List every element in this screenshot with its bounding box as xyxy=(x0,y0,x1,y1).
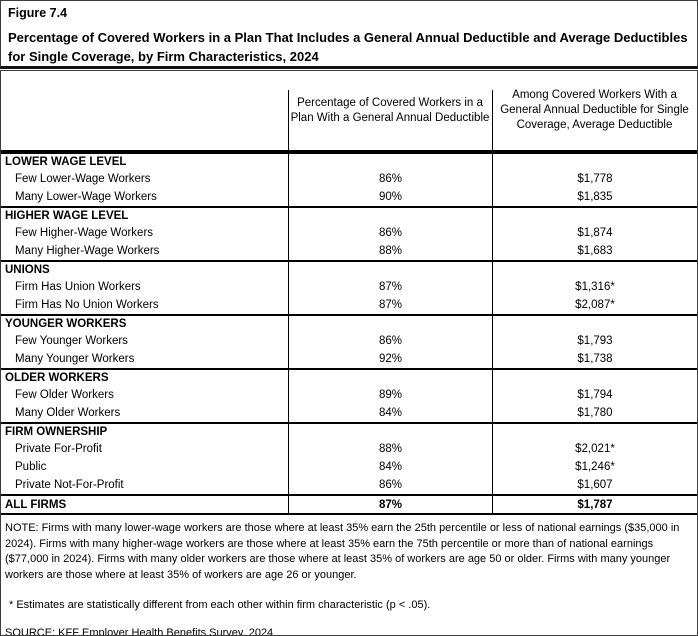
pct-cell: 87% xyxy=(288,278,492,296)
table-row: Public 84% $1,246* xyxy=(1,458,697,476)
table-row: Few Higher-Wage Workers 86% $1,874 xyxy=(1,224,697,242)
row-label: Firm Has Union Workers xyxy=(15,281,141,293)
section-row: YOUNGER WORKERS xyxy=(1,314,697,332)
row-label: Few Younger Workers xyxy=(15,335,128,347)
row-label: Public xyxy=(15,461,47,473)
pct-cell: 86% xyxy=(288,476,492,494)
section-label: UNIONS xyxy=(5,264,50,276)
pct-cell: 89% xyxy=(288,386,492,404)
table-row: Firm Has Union Workers 87% $1,316* xyxy=(1,278,697,296)
row-label: Many Lower-Wage Workers xyxy=(15,191,157,203)
table-row: Many Older Workers 84% $1,780 xyxy=(1,404,697,422)
amt-cell: $1,780 xyxy=(492,404,697,422)
section-row: OLDER WORKERS xyxy=(1,368,697,386)
pct-cell: 88% xyxy=(288,440,492,458)
section-label: HIGHER WAGE LEVEL xyxy=(5,210,129,222)
amt-cell: $1,787 xyxy=(492,496,697,513)
amt-cell xyxy=(492,262,697,278)
table-row: Firm Has No Union Workers 87% $2,087* xyxy=(1,296,697,314)
row-label: Firm Has No Union Workers xyxy=(15,299,159,311)
row-label: Private Not-For-Profit xyxy=(15,479,124,491)
row-label: Many Older Workers xyxy=(15,407,121,419)
row-label: Few Higher-Wage Workers xyxy=(15,227,154,239)
note-text: NOTE: Firms with many lower-wage workers… xyxy=(5,522,680,581)
row-label: Few Lower-Wage Workers xyxy=(15,173,151,185)
section-row: HIGHER WAGE LEVEL xyxy=(1,206,697,224)
amt-cell: $1,794 xyxy=(492,386,697,404)
amt-cell: $1,793 xyxy=(492,332,697,350)
amt-cell: $1,316* xyxy=(492,278,697,296)
source-text: SOURCE: KFF Employer Health Benefits Sur… xyxy=(5,626,274,636)
pct-cell: 84% xyxy=(288,404,492,422)
pct-cell: 87% xyxy=(288,496,492,513)
table-row: Many Younger Workers 92% $1,738 xyxy=(1,350,697,368)
row-label: Many Higher-Wage Workers xyxy=(15,245,160,257)
row-label: Few Older Workers xyxy=(15,389,114,401)
footnotes: NOTE: Firms with many lower-wage workers… xyxy=(1,515,697,636)
table-row: Private For-Profit 88% $2,021* xyxy=(1,440,697,458)
amt-cell: $2,087* xyxy=(492,296,697,314)
amt-cell: $1,738 xyxy=(492,350,697,368)
header-cell-percentage: Percentage of Covered Workers in a Plan … xyxy=(288,71,492,150)
figure-title: Percentage of Covered Workers in a Plan … xyxy=(8,30,688,64)
header-cell-characteristic xyxy=(1,71,288,150)
table-body: LOWER WAGE LEVEL Few Lower-Wage Workers … xyxy=(1,152,697,515)
figure-title-block: Figure 7.4 Percentage of Covered Workers… xyxy=(0,0,698,69)
table-row: Many Lower-Wage Workers 90% $1,835 xyxy=(1,188,697,206)
data-table: Percentage of Covered Workers in a Plan … xyxy=(0,70,698,636)
section-row: UNIONS xyxy=(1,260,697,278)
amt-cell: $1,874 xyxy=(492,224,697,242)
amt-cell xyxy=(492,316,697,332)
asterisk-note: * Estimates are statistically different … xyxy=(9,599,431,611)
section-label: OLDER WORKERS xyxy=(5,372,109,384)
table-row: Few Lower-Wage Workers 86% $1,778 xyxy=(1,170,697,188)
pct-cell: 92% xyxy=(288,350,492,368)
pct-cell: 84% xyxy=(288,458,492,476)
pct-cell: 90% xyxy=(288,188,492,206)
table-row: Many Higher-Wage Workers 88% $1,683 xyxy=(1,242,697,260)
pct-cell: 87% xyxy=(288,296,492,314)
section-label: YOUNGER WORKERS xyxy=(5,318,127,330)
header-cell-average-deductible: Among Covered Workers With a General Ann… xyxy=(492,71,697,150)
section-row: LOWER WAGE LEVEL xyxy=(1,152,697,170)
amt-cell xyxy=(492,370,697,386)
amt-cell: $2,021* xyxy=(492,440,697,458)
row-label: Private For-Profit xyxy=(15,443,102,455)
section-row: FIRM OWNERSHIP xyxy=(1,422,697,440)
amt-cell: $1,246* xyxy=(492,458,697,476)
amt-cell: $1,835 xyxy=(492,188,697,206)
pct-cell xyxy=(288,316,492,332)
pct-cell xyxy=(288,208,492,224)
pct-cell xyxy=(288,370,492,386)
amt-cell: $1,778 xyxy=(492,170,697,188)
amt-cell: $1,683 xyxy=(492,242,697,260)
section-label: FIRM OWNERSHIP xyxy=(5,426,108,438)
table-row: Private Not-For-Profit 86% $1,607 xyxy=(1,476,697,494)
amt-cell xyxy=(492,424,697,440)
figure-number: Figure 7.4 xyxy=(8,6,68,20)
pct-cell: 86% xyxy=(288,224,492,242)
table-row: Few Younger Workers 86% $1,793 xyxy=(1,332,697,350)
pct-cell xyxy=(288,262,492,278)
amt-cell xyxy=(492,208,697,224)
table-header-row: Percentage of Covered Workers in a Plan … xyxy=(1,71,697,152)
row-label: Many Younger Workers xyxy=(15,353,135,365)
table-row: Few Older Workers 89% $1,794 xyxy=(1,386,697,404)
section-label: LOWER WAGE LEVEL xyxy=(5,156,127,168)
pct-cell xyxy=(288,424,492,440)
row-label: ALL FIRMS xyxy=(5,498,67,511)
amt-cell: $1,607 xyxy=(492,476,697,494)
pct-cell xyxy=(288,154,492,170)
pct-cell: 86% xyxy=(288,332,492,350)
pct-cell: 88% xyxy=(288,242,492,260)
all-firms-row: ALL FIRMS 87% $1,787 xyxy=(1,494,697,515)
pct-cell: 86% xyxy=(288,170,492,188)
amt-cell xyxy=(492,154,697,170)
